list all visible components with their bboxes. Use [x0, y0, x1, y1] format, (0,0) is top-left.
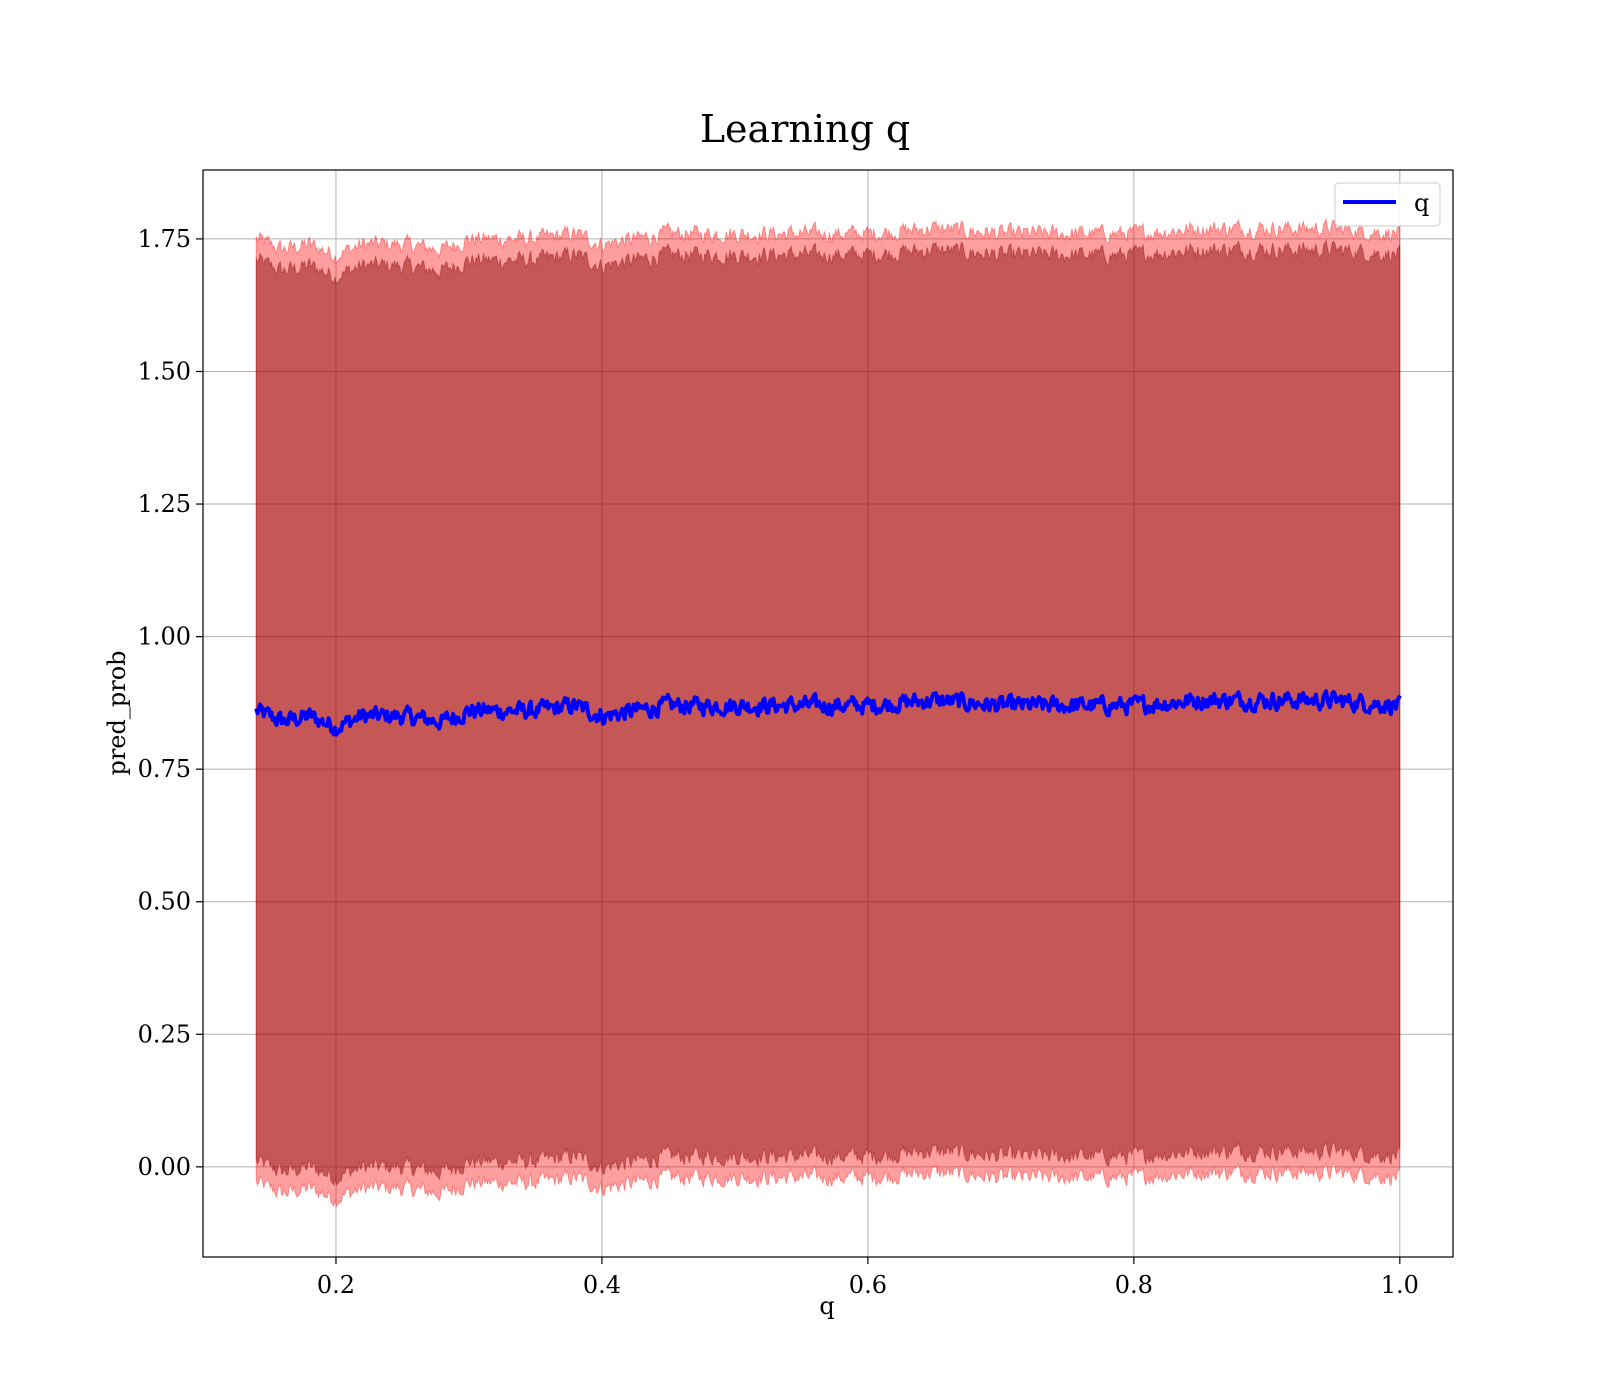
chart-title: Learning q — [700, 107, 910, 151]
y-tick-label: 0.75 — [138, 755, 191, 783]
y-tick-label: 1.75 — [138, 225, 191, 253]
x-tick-label: 0.6 — [849, 1271, 887, 1299]
y-tick-label: 0.00 — [138, 1153, 191, 1181]
x-tick-label: 1.0 — [1381, 1271, 1419, 1299]
legend-box — [1334, 182, 1441, 227]
y-tick-label: 1.00 — [138, 623, 191, 651]
ticks: 0.2 0.4 0.6 0.8 1.0 0.00 0.25 0.50 0.75 1.00 1.25 1… — [138, 225, 1419, 1299]
legend: q — [1334, 182, 1441, 227]
y-axis-label: pred_prob — [103, 650, 131, 775]
x-tick-label: 0.2 — [317, 1271, 355, 1299]
series-line-q — [254, 689, 1402, 737]
y-tick-label: 1.50 — [138, 357, 191, 385]
y-tick-label: 0.50 — [138, 888, 191, 916]
x-tick-label: 0.8 — [1115, 1271, 1153, 1299]
plot-frame — [202, 169, 1454, 1258]
y-tick-label: 1.25 — [138, 490, 191, 518]
x-axis-label: q — [819, 1292, 834, 1320]
x-tick-label: 0.4 — [583, 1271, 621, 1299]
y-tick-label: 0.25 — [138, 1020, 191, 1048]
series-lines — [254, 689, 1402, 737]
legend-label-q: q — [1414, 189, 1429, 217]
